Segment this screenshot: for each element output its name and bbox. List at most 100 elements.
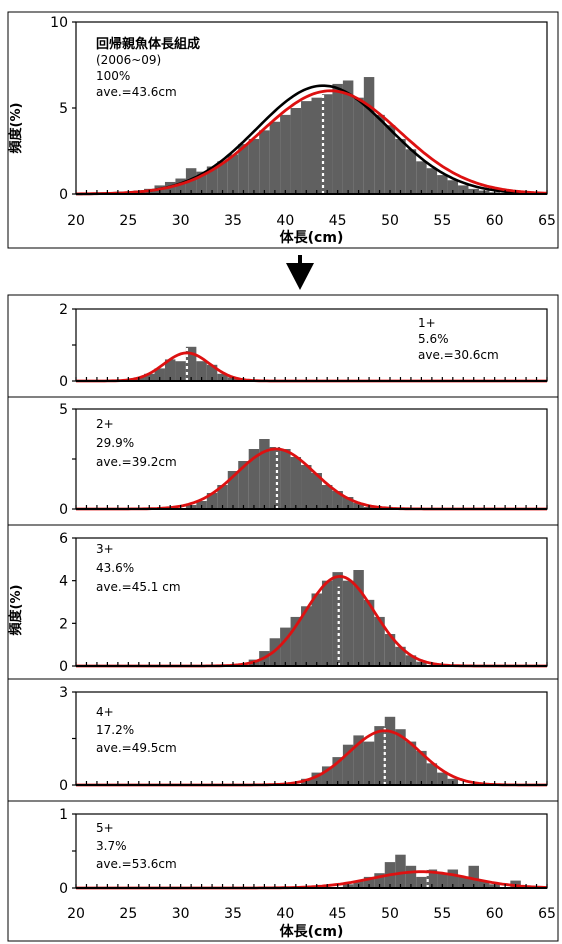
histogram-bar [395, 646, 406, 666]
x-tick-label: 50 [381, 213, 399, 229]
y-tick-label: 2 [59, 616, 68, 632]
histogram-bar [301, 101, 312, 194]
x-tick-label: 50 [381, 906, 399, 922]
panel-annotation: 回帰親魚体長組成 [96, 36, 200, 52]
histogram-bar [426, 763, 438, 785]
x-tick-label: 65 [538, 213, 556, 229]
y-axis-title: 頻度(%) [8, 103, 24, 154]
histogram-bar [311, 473, 322, 509]
histogram-bar [384, 125, 396, 194]
panel-annotation: (2006~09) [96, 53, 161, 67]
histogram-bar [384, 634, 396, 666]
panel-annotation: ave.=53.6cm [96, 857, 177, 871]
histogram-bar [437, 772, 448, 785]
histogram-bar [196, 171, 207, 194]
cohort-panels-frame [7, 294, 559, 942]
y-tick-label: 4 [59, 574, 68, 590]
histogram-bar [374, 726, 385, 785]
histogram-bar [374, 873, 385, 888]
plot-area [75, 308, 548, 382]
panel-4: 0 2 4 6 3+ 43.6% ave.=45.1 cm 頻度(%) [8, 531, 558, 680]
x-tick-label: 25 [119, 906, 137, 922]
histogram-bar [227, 471, 239, 509]
histogram-bar [248, 449, 260, 509]
y-tick-label: 5 [59, 402, 68, 418]
histogram-bar [217, 161, 228, 194]
x-tick-label: 55 [433, 213, 451, 229]
histogram-bar [311, 772, 322, 785]
histogram-bar [416, 876, 427, 888]
panel-annotation: 17.2% [96, 723, 134, 737]
x-tick-label: 40 [276, 213, 294, 229]
histogram-bar [301, 606, 312, 666]
histogram-bar [416, 750, 427, 785]
histogram-bar [238, 461, 249, 509]
histogram-bar [248, 138, 260, 194]
top-panel-frame [7, 11, 559, 249]
x-tick-label: 30 [172, 213, 190, 229]
y-tick-label: 0 [59, 881, 68, 897]
histogram-bar [311, 97, 322, 194]
histogram-bar [238, 144, 249, 194]
histogram-bar [447, 869, 459, 888]
histogram-bar [426, 168, 438, 194]
histogram-bar [468, 865, 479, 888]
histogram-bar [217, 485, 228, 509]
panel-annotation: 1+ [418, 316, 436, 330]
plot-area [75, 691, 548, 786]
fitted-curve [76, 89, 547, 196]
x-tick-label: 35 [224, 213, 242, 229]
histogram-bar [342, 744, 354, 785]
y-tick-label: 3 [59, 685, 68, 701]
x-axis-title: 体長(cm) [280, 923, 344, 940]
x-tick-label: 25 [119, 213, 137, 229]
panel-2: 0 2 1+ 5.6% ave.=30.6cm [8, 302, 558, 398]
panel-annotation: 2+ [96, 417, 114, 431]
histogram-bar [269, 121, 281, 194]
histogram-bar [321, 766, 333, 785]
x-tick-label: 55 [433, 906, 451, 922]
panel-annotation: 3+ [96, 542, 114, 556]
panel-annotation: 29.9% [96, 436, 134, 450]
histogram-bar [405, 655, 417, 666]
histogram-bar [164, 359, 176, 381]
panel-6: 0 1 5+ 3.7% ave.=53.6cm 20 25 30 35 40 45 50 55 60 65 体… [59, 807, 556, 940]
histogram-bar [280, 114, 291, 194]
y-tick-label: 0 [59, 502, 68, 518]
histogram-bar [290, 457, 302, 509]
x-tick-label: 20 [67, 906, 85, 922]
histogram-bar [353, 570, 364, 666]
histogram-bar [363, 599, 375, 666]
x-tick-label: 35 [224, 906, 242, 922]
y-tick-label: 6 [59, 531, 68, 547]
y-tick-label: 0 [59, 187, 68, 203]
histogram-bar [353, 735, 364, 785]
histogram-bar [342, 580, 354, 666]
y-tick-label: 0 [59, 374, 68, 390]
histogram-bar [458, 185, 469, 194]
histogram-bar [311, 593, 322, 666]
histogram-bar [437, 175, 448, 194]
histogram-bar [206, 493, 218, 509]
panel-1: 0 5 10 回帰親魚体長組成(2006~09) 100% ave.=43.6cm 20 25… [8, 15, 556, 246]
arrow-down-icon [286, 255, 314, 290]
histogram-bar [332, 83, 343, 194]
histogram-bar [342, 80, 354, 194]
histogram-bar [259, 439, 270, 509]
histogram-bar [185, 346, 197, 381]
histogram-bar [332, 491, 343, 509]
histogram-bar [290, 108, 302, 194]
histogram-bar [374, 114, 385, 194]
histogram-bar [363, 741, 375, 785]
histogram-bar [437, 873, 448, 888]
histogram-bar [395, 138, 406, 194]
panel-5: 0 3 4+ 17.2% ave.=49.5cm [8, 685, 558, 802]
histogram-bar [395, 854, 406, 888]
y-tick-label: 2 [59, 302, 68, 318]
histogram-bar [405, 741, 417, 785]
histogram-bar [395, 729, 406, 785]
panel-annotation: 43.6% [96, 561, 134, 575]
histogram-bar [363, 876, 375, 888]
